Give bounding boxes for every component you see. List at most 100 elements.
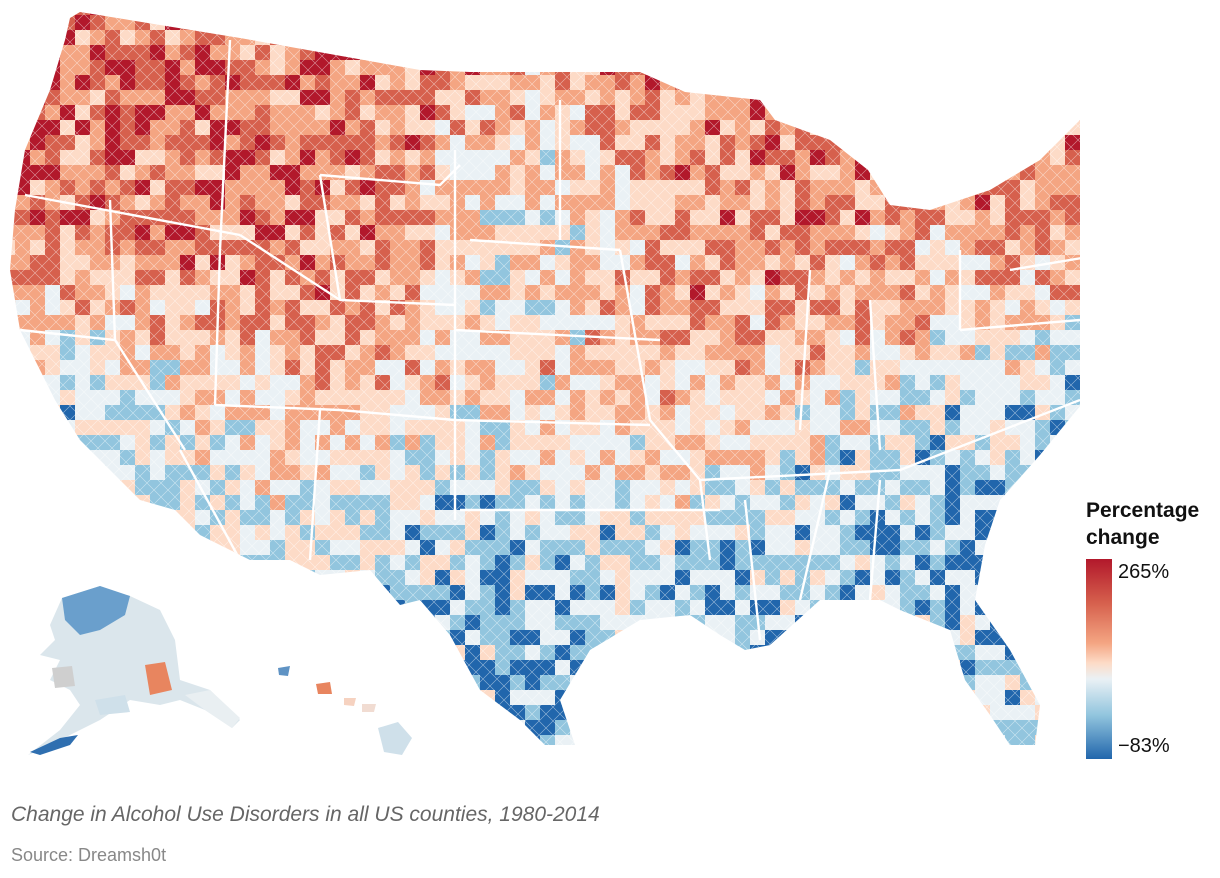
county-cell	[15, 720, 31, 736]
county-cell	[675, 675, 691, 691]
county-cell	[15, 90, 31, 106]
county-cell	[1050, 30, 1066, 46]
county-cell	[1020, 585, 1036, 601]
county-cell	[75, 480, 91, 496]
county-cell	[225, 630, 241, 646]
county-cell	[465, 735, 481, 745]
county-cell	[255, 660, 271, 676]
county-cell	[45, 420, 61, 436]
county-cell	[15, 12, 31, 16]
county-cell	[735, 15, 751, 31]
county-cell	[90, 465, 106, 481]
county-cell	[840, 120, 856, 136]
county-cell	[10, 405, 16, 421]
county-cell	[705, 660, 721, 676]
county-cell	[360, 15, 376, 31]
county-cell	[510, 735, 526, 745]
county-cell	[885, 105, 901, 121]
county-cell	[330, 660, 346, 676]
county-cell	[225, 765, 241, 780]
county-cell	[825, 30, 841, 46]
county-cell	[705, 645, 721, 661]
county-cell	[30, 375, 46, 391]
county-cell	[975, 45, 991, 61]
county-cell	[240, 615, 256, 631]
county-cell	[10, 105, 16, 121]
county-cell	[195, 15, 211, 31]
county-cell	[705, 735, 721, 745]
county-cell	[930, 75, 946, 91]
county-cell	[60, 450, 76, 466]
county-cell	[1050, 525, 1066, 541]
county-cell	[795, 30, 811, 46]
county-cell	[705, 690, 721, 706]
county-cell	[300, 645, 316, 661]
county-cell	[90, 555, 106, 571]
county-cell	[15, 480, 31, 496]
county-cell	[1035, 60, 1051, 76]
county-cell	[600, 765, 616, 780]
county-cell	[10, 480, 16, 496]
county-cell	[225, 555, 241, 571]
county-cell	[810, 735, 826, 745]
county-cell	[270, 630, 286, 646]
county-cell	[915, 75, 931, 91]
county-cell	[45, 15, 61, 31]
county-cell	[120, 495, 136, 511]
county-cell	[855, 615, 871, 631]
county-cell	[315, 12, 331, 16]
county-cell	[285, 615, 301, 631]
county-cell	[360, 645, 376, 661]
county-cell	[150, 570, 166, 586]
county-cell	[630, 750, 646, 766]
county-cell	[165, 705, 181, 721]
county-cell	[105, 495, 121, 511]
county-cell	[570, 750, 586, 766]
county-cell	[810, 660, 826, 676]
county-cell	[1020, 120, 1036, 136]
county-cell	[180, 750, 196, 766]
county-cell	[1035, 630, 1051, 646]
county-cell	[885, 690, 901, 706]
county-cell	[615, 765, 631, 780]
county-cell	[30, 570, 46, 586]
county-cell	[960, 690, 976, 706]
county-cell	[765, 90, 781, 106]
county-cell	[15, 45, 31, 61]
county-cell	[435, 645, 451, 661]
county-cell	[405, 630, 421, 646]
county-cell	[240, 750, 256, 766]
county-cell	[825, 60, 841, 76]
county-cell	[810, 12, 826, 16]
county-cell	[300, 705, 316, 721]
county-cell	[615, 660, 631, 676]
county-cell	[1065, 690, 1080, 706]
county-cell	[60, 570, 76, 586]
county-cell	[420, 615, 436, 631]
county-cell	[810, 45, 826, 61]
county-cell	[1035, 105, 1051, 121]
county-cell	[240, 12, 256, 16]
county-cell	[885, 75, 901, 91]
county-cell	[555, 12, 571, 16]
county-cell	[750, 675, 766, 691]
county-cell	[915, 30, 931, 46]
county-cell	[870, 705, 886, 721]
county-cell	[570, 45, 586, 61]
county-cell	[210, 12, 226, 16]
county-cell	[165, 765, 181, 780]
county-cell	[600, 15, 616, 31]
county-cell	[345, 660, 361, 676]
county-cell	[705, 765, 721, 780]
county-cell	[15, 495, 31, 511]
county-cell	[885, 30, 901, 46]
county-cell	[135, 540, 151, 556]
us-county-map	[10, 12, 1080, 780]
county-cell	[30, 420, 46, 436]
county-cell	[945, 120, 961, 136]
county-cell	[375, 690, 391, 706]
county-cell	[1005, 630, 1021, 646]
county-cell	[990, 30, 1006, 46]
county-cell	[150, 510, 166, 526]
county-cell	[630, 30, 646, 46]
